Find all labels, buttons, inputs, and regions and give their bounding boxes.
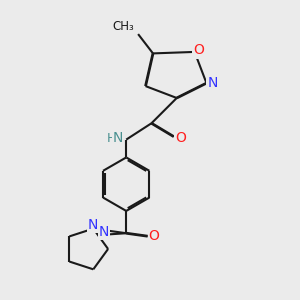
Text: N: N: [88, 218, 98, 232]
Text: N: N: [113, 131, 123, 145]
Text: H: H: [106, 132, 116, 145]
Text: O: O: [194, 44, 205, 57]
Text: CH₃: CH₃: [112, 20, 134, 33]
Text: O: O: [175, 131, 186, 145]
Text: N: N: [99, 225, 109, 239]
Text: O: O: [149, 229, 160, 243]
Text: N: N: [207, 76, 218, 90]
